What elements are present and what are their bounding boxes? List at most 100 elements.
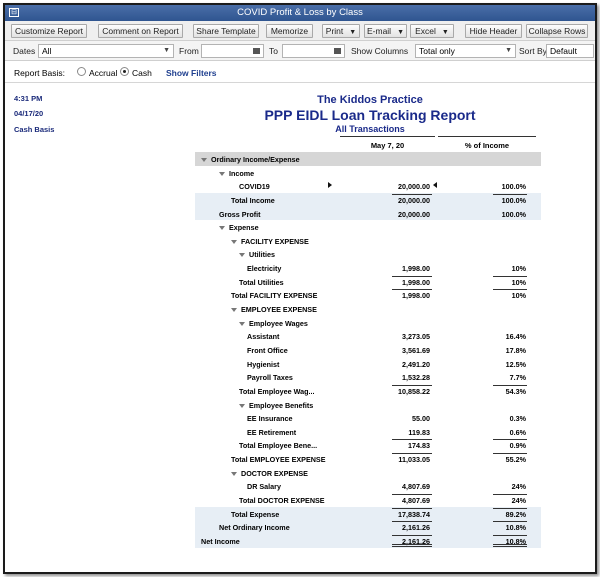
row-label-text: Total Utilities xyxy=(239,277,284,287)
row-amount[interactable]: 4,807.69 xyxy=(402,482,430,492)
row-label: Employee Benefits xyxy=(239,401,313,410)
collapse-triangle-icon[interactable] xyxy=(231,308,237,313)
row-amount[interactable]: 20,000.00 xyxy=(398,195,430,205)
show-filters-link[interactable]: Show Filters xyxy=(166,68,217,78)
report-row[interactable]: Ordinary Income/Expense xyxy=(195,152,541,166)
row-amount[interactable]: 11,033.05 xyxy=(398,455,430,465)
report-row[interactable]: Utilities xyxy=(195,247,541,261)
row-amount[interactable]: 20,000.00 xyxy=(398,182,430,192)
column-header-percent[interactable]: % of Income xyxy=(438,136,536,152)
subtotal-rule xyxy=(392,384,432,386)
report-row[interactable]: Expense xyxy=(195,220,541,234)
report-basis-text: Cash Basis xyxy=(14,125,55,134)
report-row[interactable]: DR Salary 4,807.69 24% xyxy=(195,479,541,493)
report-row[interactable]: EE Retirement 119.83 0.6% xyxy=(195,425,541,439)
row-amount[interactable]: 2,491.20 xyxy=(402,359,430,369)
row-label: Employee Wages xyxy=(239,319,308,328)
show-columns-value: Total only xyxy=(419,46,455,56)
row-label: Gross Profit xyxy=(219,210,261,219)
report-row[interactable]: FACILITY EXPENSE xyxy=(195,234,541,248)
column-header-date[interactable]: May 7, 20 xyxy=(340,136,435,152)
report-row[interactable]: Total Employee Wag... 10,858.22 54.3% xyxy=(195,384,541,398)
collapse-rows-button[interactable]: Collapse Rows xyxy=(526,24,588,38)
row-amount[interactable]: 119.83 xyxy=(408,427,430,437)
report-row[interactable]: Gross Profit 20,000.00 100.0% xyxy=(195,206,541,221)
hide-header-button[interactable]: Hide Header xyxy=(465,24,522,38)
accrual-radio[interactable] xyxy=(77,67,86,76)
row-amount[interactable]: 2,161.26 xyxy=(402,523,430,533)
customize-report-button[interactable]: Customize Report xyxy=(11,24,87,38)
collapse-triangle-icon[interactable] xyxy=(239,403,245,408)
report-row[interactable]: Employee Benefits xyxy=(195,398,541,412)
row-label-text: Assistant xyxy=(247,332,280,342)
email-button[interactable]: E-mail ▼ xyxy=(364,24,407,38)
calendar-icon[interactable] xyxy=(253,48,260,54)
report-title: PPP EIDL Loan Tracking Report xyxy=(264,107,476,123)
row-amount[interactable]: 1,998.00 xyxy=(402,277,430,287)
collapse-triangle-icon[interactable] xyxy=(231,239,237,244)
collapse-triangle-icon[interactable] xyxy=(231,471,237,476)
collapse-triangle-icon[interactable] xyxy=(219,171,225,176)
dates-label: Dates xyxy=(13,46,36,56)
report-row[interactable]: Total Utilities 1,998.00 10% xyxy=(195,275,541,289)
collapse-triangle-icon[interactable] xyxy=(239,321,245,326)
report-row[interactable]: Total Income 20,000.00 100.0% xyxy=(195,192,541,207)
calendar-icon[interactable] xyxy=(334,48,341,54)
memorize-button[interactable]: Memorize xyxy=(266,24,313,38)
row-amount[interactable]: 55.00 xyxy=(412,414,430,424)
comment-on-report-button[interactable]: Comment on Report xyxy=(98,24,183,38)
row-amount[interactable]: 1,998.00 xyxy=(402,264,430,274)
row-amount[interactable]: 1,998.00 xyxy=(402,291,430,301)
dates-select[interactable]: All ▼ xyxy=(38,44,174,58)
row-amount[interactable]: 20,000.00 xyxy=(398,209,430,219)
sort-by-select[interactable]: Default xyxy=(546,44,594,58)
collapse-triangle-icon[interactable] xyxy=(219,226,225,231)
row-amount[interactable]: 4,807.69 xyxy=(402,496,430,506)
from-date-field[interactable] xyxy=(201,44,264,58)
row-label: Total Employee Wag... xyxy=(239,387,314,396)
report-row[interactable]: Employee Wages xyxy=(195,316,541,330)
report-row[interactable]: Total Expense 17,838.74 89.2% xyxy=(195,506,541,521)
report-row[interactable]: Net Ordinary Income 2,161.26 10.8% xyxy=(195,520,541,534)
report-row[interactable]: COVID19 20,000.00 100.0% xyxy=(195,179,541,193)
cash-label[interactable]: Cash xyxy=(132,68,152,78)
report-row[interactable]: Front Office 3,561.69 17.8% xyxy=(195,343,541,357)
report-row[interactable]: Electricity 1,998.00 10% xyxy=(195,261,541,275)
report-row[interactable]: DOCTOR EXPENSE xyxy=(195,466,541,480)
row-label-text: Payroll Taxes xyxy=(247,373,293,383)
show-columns-select[interactable]: Total only ▼ xyxy=(415,44,516,58)
report-row[interactable]: Total EMPLOYEE EXPENSE 11,033.05 55.2% xyxy=(195,452,541,466)
cash-radio[interactable] xyxy=(120,67,129,76)
row-marker-left-icon xyxy=(433,182,437,189)
excel-button[interactable]: Excel ▼ xyxy=(410,24,454,38)
row-percent: 17.8% xyxy=(505,345,526,355)
report-row[interactable]: Total FACILITY EXPENSE 1,998.00 10% xyxy=(195,288,541,302)
share-template-button[interactable]: Share Template xyxy=(193,24,259,38)
row-amount[interactable]: 17,838.74 xyxy=(398,509,430,519)
report-row[interactable]: Hygienist 2,491.20 12.5% xyxy=(195,357,541,371)
collapse-triangle-icon[interactable] xyxy=(239,253,245,258)
row-amount[interactable]: 3,561.69 xyxy=(402,345,430,355)
accrual-label[interactable]: Accrual xyxy=(89,68,118,78)
row-amount[interactable]: 3,273.05 xyxy=(402,332,430,342)
excel-dropdown-icon: ▼ xyxy=(441,29,449,36)
report-row[interactable]: Total DOCTOR EXPENSE 4,807.69 24% xyxy=(195,493,541,507)
report-row[interactable]: EE Insurance 55.00 0.3% xyxy=(195,411,541,425)
row-amount[interactable]: 1,532.28 xyxy=(402,373,430,383)
print-button[interactable]: Print ▼ xyxy=(322,24,360,38)
report-row[interactable]: Payroll Taxes 1,532.28 7.7% xyxy=(195,370,541,384)
report-row[interactable]: Net Income 2,161.26 10.8% xyxy=(195,533,541,548)
row-label-text: DOCTOR EXPENSE xyxy=(241,468,308,478)
subtotal-rule xyxy=(392,439,432,441)
row-amount[interactable]: 2,161.26 xyxy=(402,536,430,546)
report-row[interactable]: Total Employee Bene... 174.83 0.9% xyxy=(195,438,541,452)
to-date-field[interactable] xyxy=(282,44,345,58)
collapse-triangle-icon[interactable] xyxy=(201,158,207,162)
report-row[interactable]: Assistant 3,273.05 16.4% xyxy=(195,329,541,343)
row-amount[interactable]: 10,858.22 xyxy=(398,386,430,396)
report-row[interactable]: EMPLOYEE EXPENSE xyxy=(195,302,541,316)
to-label: To xyxy=(269,46,278,56)
row-amount[interactable]: 174.83 xyxy=(408,441,430,451)
report-row[interactable]: Income xyxy=(195,166,541,180)
window-menu-icon[interactable]: ⊟ xyxy=(9,8,19,17)
